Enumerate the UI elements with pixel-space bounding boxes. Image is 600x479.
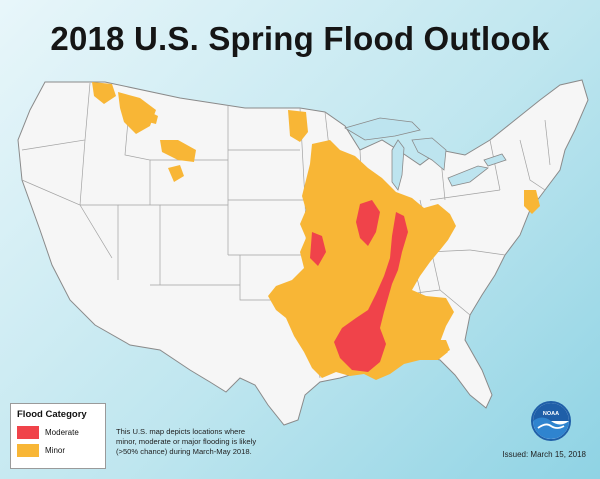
moderate-flood-areas xyxy=(310,200,408,372)
legend-item-minor: Minor xyxy=(17,444,99,457)
caption-line: minor, moderate or major flooding is lik… xyxy=(116,437,257,446)
noaa-logo-text: NOAA xyxy=(543,411,559,417)
caption-line: This U.S. map depicts locations where xyxy=(116,427,246,436)
legend-item-moderate: Moderate xyxy=(17,426,99,439)
legend: Flood Category Moderate Minor xyxy=(10,403,106,469)
map-caption: This U.S. map depicts locations where mi… xyxy=(116,427,296,457)
issued-date: Issued: March 15, 2018 xyxy=(502,450,586,459)
noaa-logo-icon: NOAA xyxy=(531,401,571,441)
map-title: 2018 U.S. Spring Flood Outlook xyxy=(50,20,550,57)
great-lakes xyxy=(344,117,507,191)
legend-label-moderate: Moderate xyxy=(45,428,79,437)
minor-flood-areas xyxy=(92,82,540,380)
caption-line: (>50% chance) during March-May 2018. xyxy=(116,447,252,456)
legend-swatch-moderate xyxy=(17,426,39,439)
legend-swatch-minor xyxy=(17,444,39,457)
legend-title: Flood Category xyxy=(17,409,87,420)
legend-label-minor: Minor xyxy=(45,446,66,455)
